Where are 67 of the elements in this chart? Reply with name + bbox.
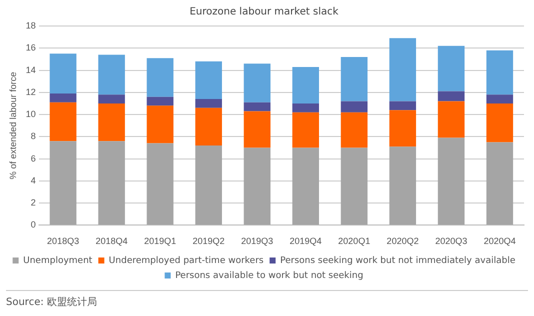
bar bbox=[244, 111, 270, 148]
bar bbox=[244, 64, 270, 102]
bar bbox=[486, 103, 514, 142]
bar bbox=[98, 54, 125, 95]
bar bbox=[292, 103, 320, 112]
bar bbox=[98, 141, 125, 225]
x-tick-label: 2018Q4 bbox=[96, 236, 128, 246]
bar bbox=[50, 54, 76, 94]
y-tick-label: 2 bbox=[30, 198, 36, 208]
x-tick-label: 2019Q4 bbox=[290, 236, 322, 246]
legend-label: Unemployment bbox=[23, 256, 93, 266]
bar bbox=[438, 91, 465, 102]
x-tick-label: 2018Q3 bbox=[47, 236, 80, 246]
bar bbox=[340, 56, 368, 102]
chart-title: Eurozone labour market slack bbox=[190, 6, 339, 18]
bar bbox=[195, 146, 222, 225]
bar bbox=[244, 148, 270, 225]
bar bbox=[438, 101, 465, 138]
bar bbox=[292, 112, 320, 148]
source-note: Source: 欧盟统计局 bbox=[6, 296, 98, 309]
x-tick-label: 2020Q4 bbox=[484, 236, 516, 246]
x-tick-label: 2020Q3 bbox=[435, 236, 468, 246]
x-tick-label: 2019Q1 bbox=[144, 236, 176, 246]
bar bbox=[389, 101, 416, 110]
bar bbox=[340, 148, 368, 225]
bar bbox=[389, 38, 416, 102]
y-tick-label: 18 bbox=[26, 20, 36, 30]
bar bbox=[98, 94, 125, 104]
bar bbox=[292, 66, 320, 104]
bar bbox=[146, 96, 174, 106]
y-tick-label: 10 bbox=[26, 109, 36, 120]
bar bbox=[292, 148, 320, 225]
bar bbox=[98, 103, 125, 142]
x-tick-label: 2019Q2 bbox=[192, 236, 225, 246]
y-tick-label: 12 bbox=[26, 86, 36, 97]
x-tick-label: 2020Q2 bbox=[386, 236, 419, 246]
bar bbox=[438, 46, 465, 92]
bar bbox=[438, 138, 465, 225]
x-tick-label: 2019Q3 bbox=[241, 236, 274, 246]
bar bbox=[389, 110, 416, 147]
bar bbox=[486, 50, 514, 95]
y-tick-label: 0 bbox=[30, 220, 36, 230]
y-tick-label: 16 bbox=[26, 42, 36, 53]
y-tick-label: 6 bbox=[30, 153, 36, 164]
bar bbox=[146, 106, 174, 144]
bar bbox=[195, 99, 222, 108]
y-axis-title: % of extended labour force bbox=[8, 72, 18, 180]
legend-label: Persons seeking work but not immediately available bbox=[280, 256, 516, 266]
bar bbox=[50, 141, 76, 225]
y-tick-label: 14 bbox=[26, 64, 36, 75]
y-tick-label: 4 bbox=[30, 175, 36, 186]
y-tick-label: 8 bbox=[30, 131, 36, 142]
bar bbox=[389, 146, 416, 225]
bar bbox=[195, 61, 222, 100]
bar bbox=[486, 142, 514, 225]
bar bbox=[146, 143, 174, 225]
legend-label: Persons available to work but not seeking bbox=[175, 270, 364, 281]
bar bbox=[244, 102, 270, 112]
x-tick-label: 2020Q1 bbox=[338, 236, 370, 246]
bar bbox=[340, 112, 368, 148]
legend-label: Underemployed part-time workers bbox=[108, 256, 264, 266]
bar bbox=[50, 94, 76, 102]
bar bbox=[195, 108, 222, 146]
bar bbox=[486, 94, 514, 104]
bar bbox=[50, 102, 76, 142]
bar bbox=[146, 58, 174, 97]
bar bbox=[340, 101, 368, 112]
